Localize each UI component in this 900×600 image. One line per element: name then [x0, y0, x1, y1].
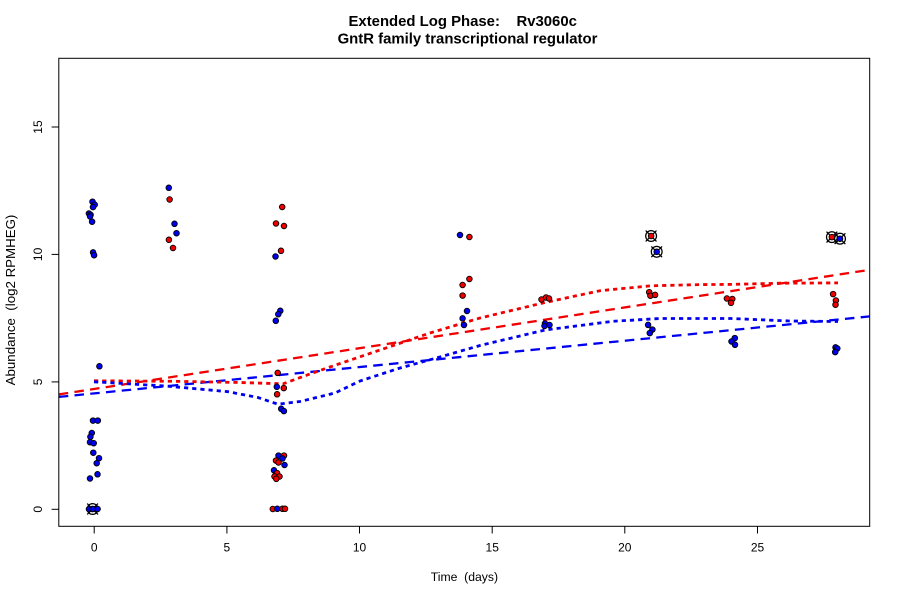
svg-text:10: 10	[353, 541, 367, 555]
svg-text:15: 15	[486, 541, 500, 555]
svg-text:15: 15	[31, 120, 45, 134]
svg-text:Time (days): Time (days)	[431, 570, 498, 584]
svg-text:5: 5	[31, 378, 45, 385]
svg-text:0: 0	[31, 506, 45, 513]
svg-text:Abundance (log2 RPMHEG): Abundance (log2 RPMHEG)	[3, 215, 18, 386]
svg-text:5: 5	[224, 541, 231, 555]
svg-text:20: 20	[618, 541, 632, 555]
svg-text:0: 0	[91, 541, 98, 555]
svg-text:25: 25	[751, 541, 765, 555]
svg-text:10: 10	[31, 247, 45, 261]
svg-text:Extended Log Phase: Rv3060c: Extended Log Phase: Rv3060c	[348, 14, 576, 30]
svg-text:GntR family transcriptional re: GntR family transcriptional regulator	[338, 32, 598, 48]
